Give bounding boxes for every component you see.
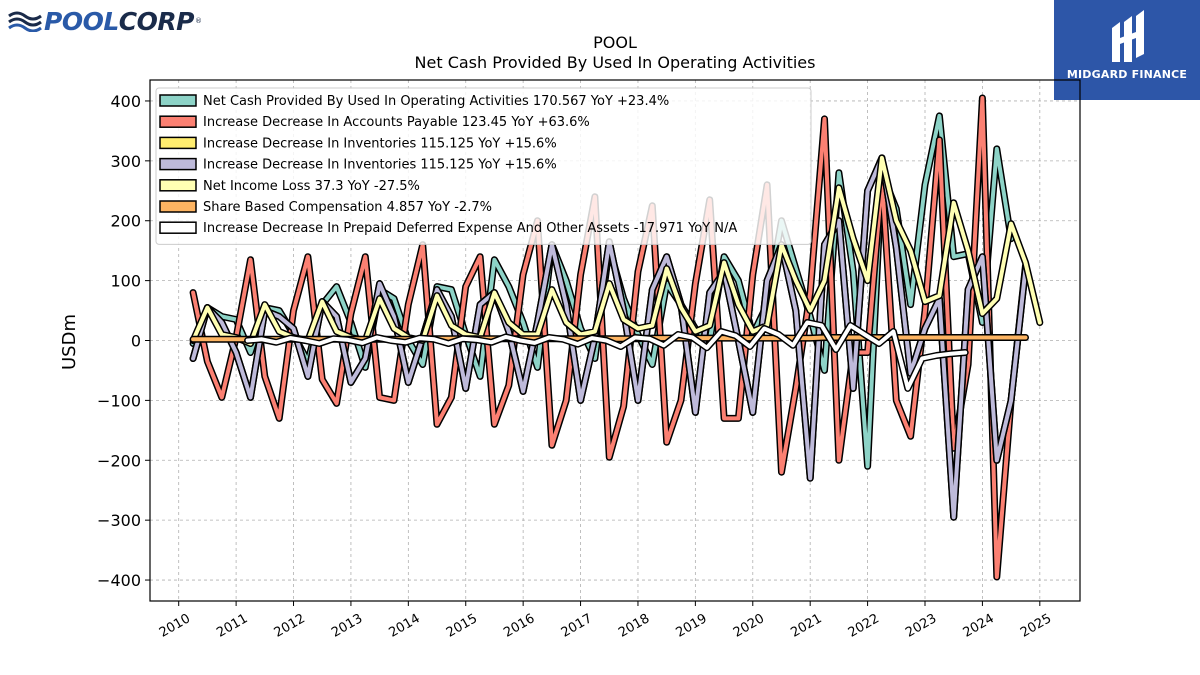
- x-tick-label: 2025: [1018, 611, 1054, 641]
- y-axis-label: USDm: [59, 314, 80, 370]
- midgard-finance-logo: MIDGARD FINANCE: [1054, 0, 1200, 100]
- x-tick-label: 2024: [961, 611, 997, 641]
- x-tick-label: 2022: [846, 611, 882, 641]
- y-tick-label: −400: [97, 571, 141, 590]
- x-tick-label: 2011: [214, 611, 250, 641]
- x-tick-label: 2012: [272, 611, 308, 641]
- legend-swatch: [159, 157, 197, 171]
- series-line-stroke: [191, 96, 1028, 579]
- legend-label: Increase Decrease In Inventories 115.125…: [203, 136, 557, 151]
- x-tick-label: 2017: [559, 611, 595, 641]
- legend-entry: Net Income Loss 37.3 YoY -27.5%: [159, 179, 420, 194]
- y-tick-label: 300: [110, 152, 141, 171]
- legend-entry: Increase Decrease In Inventories 115.125…: [159, 136, 557, 151]
- x-tick-label: 2013: [329, 611, 365, 641]
- legend-swatch: [159, 179, 197, 192]
- legend-label: Increase Decrease In Prepaid Deferred Ex…: [203, 221, 737, 236]
- legend-label: Increase Decrease In Accounts Payable 12…: [203, 115, 590, 130]
- legend-entry: Increase Decrease In Prepaid Deferred Ex…: [159, 221, 737, 236]
- series-line: [189, 154, 1044, 347]
- legend-swatch: [159, 221, 197, 234]
- series-line-stroke: [191, 155, 1042, 346]
- y-tick-label: −100: [97, 391, 141, 410]
- x-tick-label: 2023: [903, 611, 939, 641]
- midgard-emblem-icon: [1112, 10, 1144, 62]
- x-tick-label: 2015: [444, 611, 480, 641]
- legend-entry: Net Cash Provided By Used In Operating A…: [159, 94, 669, 109]
- legend-swatch: [159, 200, 197, 213]
- x-tick-label: 2010: [157, 611, 193, 641]
- legend-swatch: [159, 136, 197, 150]
- y-tick-label: −200: [97, 451, 141, 470]
- registered-mark: ®: [194, 17, 202, 25]
- series-line: [189, 94, 1029, 581]
- x-tick-label: 2014: [387, 611, 423, 641]
- x-tick-label: 2019: [674, 611, 710, 641]
- x-tick-label: 2018: [616, 611, 652, 641]
- x-tick-label: 2020: [731, 611, 767, 641]
- y-tick-label: 100: [110, 272, 141, 291]
- legend-label: Net Income Loss 37.3 YoY -27.5%: [203, 179, 420, 194]
- legend-entry: Increase Decrease In Inventories 115.125…: [159, 157, 557, 173]
- chart-subtitle: Net Cash Provided By Used In Operating A…: [415, 53, 816, 72]
- legend: Net Cash Provided By Used In Operating A…: [155, 87, 812, 245]
- x-tick-label: 2021: [788, 611, 824, 641]
- legend-label: Share Based Compensation 4.857 YoY -2.7%: [203, 200, 492, 215]
- series-line-stroke: [245, 320, 968, 391]
- legend-entry: Share Based Compensation 4.857 YoY -2.7%: [159, 200, 492, 215]
- legend-label: Increase Decrease In Inventories 115.125…: [203, 158, 557, 173]
- y-tick-label: 0: [131, 332, 141, 351]
- y-tick-label: −300: [97, 511, 141, 530]
- poolcorp-logo: POOLCORP ®: [8, 6, 202, 36]
- y-tick-label: 200: [110, 212, 141, 231]
- legend-entry: Increase Decrease In Accounts Payable 12…: [159, 115, 590, 130]
- poolcorp-wordmark: POOLCORP: [44, 6, 194, 36]
- y-tick-label: 400: [110, 92, 141, 111]
- legend-label: Net Cash Provided By Used In Operating A…: [203, 94, 669, 109]
- x-tick-label: 2016: [501, 611, 537, 641]
- midgard-finance-text: MIDGARD FINANCE: [1066, 68, 1188, 81]
- legend-swatch: [159, 115, 197, 128]
- legend-box: [155, 87, 812, 245]
- series-line: [244, 319, 969, 392]
- chart-title: POOL: [593, 33, 637, 52]
- legend-swatch: [159, 94, 197, 107]
- wave-icon: [8, 11, 42, 32]
